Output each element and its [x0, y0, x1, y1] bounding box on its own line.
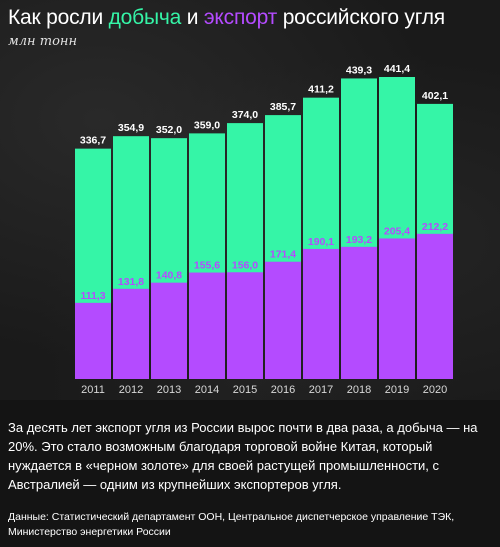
export-value-label: 205,4 — [384, 225, 410, 237]
x-tick-label: 2017 — [309, 384, 333, 396]
export-bar — [265, 261, 301, 379]
x-tick-label: 2018 — [347, 384, 371, 396]
production-value-label: 439,3 — [346, 64, 372, 76]
description-text: За десять лет экспорт угля из России выр… — [8, 420, 478, 492]
export-bar — [113, 288, 149, 379]
export-bar — [341, 246, 377, 379]
production-value-label: 336,7 — [80, 135, 106, 147]
bar-chart: 336,7 111,3 2011 354,9 131,8 2012 352,0 140,8 20… — [75, 63, 453, 396]
export-value-label: 190,1 — [308, 236, 334, 248]
x-tick-label: 2016 — [271, 384, 295, 396]
export-bar — [417, 233, 453, 379]
x-tick-label: 2019 — [385, 384, 409, 396]
export-value-label: 111,3 — [80, 290, 105, 302]
export-bar — [227, 272, 263, 379]
production-value-label: 374,0 — [232, 109, 258, 121]
chart-title: Как росли добыча и экспорт российского у… — [8, 6, 445, 29]
x-tick-label: 2015 — [233, 384, 257, 396]
export-value-label: 131,8 — [118, 276, 144, 288]
title-export-word: экспорт — [203, 6, 278, 29]
export-value-label: 193,2 — [346, 234, 372, 246]
production-value-label: 352,0 — [156, 124, 182, 136]
export-bar — [75, 302, 111, 379]
production-value-label: 385,7 — [270, 101, 296, 113]
export-bar — [151, 282, 187, 379]
export-value-label: 140,8 — [156, 270, 182, 282]
export-value-label: 155,6 — [194, 260, 220, 272]
x-tick-label: 2013 — [157, 384, 181, 396]
export-value-label: 212,2 — [422, 221, 448, 233]
x-tick-label: 2012 — [119, 384, 143, 396]
x-tick-label: 2011 — [81, 384, 105, 396]
export-bar — [379, 238, 415, 379]
production-value-label: 359,0 — [194, 119, 220, 131]
production-value-label: 441,4 — [384, 63, 410, 75]
production-value-label: 402,1 — [422, 90, 448, 102]
chart-subtitle: млн тонн — [8, 34, 78, 49]
x-tick-label: 2014 — [195, 384, 219, 396]
x-tick-label: 2020 — [423, 384, 447, 396]
production-value-label: 411,2 — [308, 84, 334, 96]
source-note: Данные: Статистический департамент ООН, … — [8, 511, 455, 538]
export-bar — [303, 248, 339, 379]
export-value-label: 156,0 — [232, 259, 258, 271]
production-value-label: 354,9 — [118, 122, 144, 134]
export-value-label: 171,4 — [270, 249, 296, 261]
title-production-word: добыча — [108, 6, 182, 29]
export-bar — [189, 272, 225, 379]
